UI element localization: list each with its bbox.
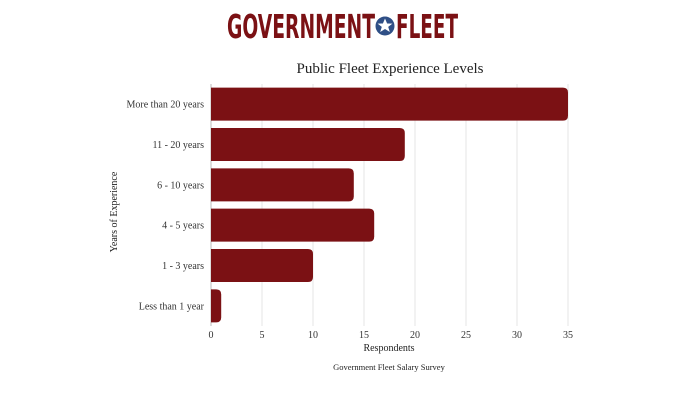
svg-text:FLEET: FLEET [396, 7, 458, 46]
x-axis-label: Respondents [363, 343, 414, 354]
x-tick-label: 35 [563, 330, 573, 341]
category-label: 1 - 3 years [162, 261, 204, 272]
x-tick-label: 30 [512, 330, 522, 341]
y-axis-label: Years of Experience [109, 171, 120, 252]
category-labels: More than 20 years 11 - 20 years 6 - 10 ye… [127, 100, 205, 313]
category-label: 4 - 5 years [162, 221, 204, 232]
grid-lines [210, 84, 569, 326]
category-label: 11 - 20 years [152, 140, 204, 151]
bar [211, 249, 313, 282]
x-tick-label: 20 [410, 330, 420, 341]
x-tick-label: 25 [461, 330, 471, 341]
x-tick-label: 15 [359, 330, 369, 341]
x-tick-label: 5 [260, 330, 265, 341]
x-tick-labels: 0 5 10 15 20 25 30 35 [209, 330, 574, 341]
category-label: More than 20 years [127, 100, 205, 111]
bar [211, 168, 354, 202]
bar [211, 289, 222, 323]
x-tick-label: 0 [209, 330, 214, 341]
chart-title: Public Fleet Experience Levels [296, 61, 483, 77]
category-label: Less than 1 year [139, 301, 205, 312]
svg-text:GOVERNMENT: GOVERNMENT [227, 7, 375, 46]
bar [211, 208, 375, 242]
bar [211, 87, 568, 121]
x-tick-label: 10 [308, 330, 318, 341]
category-label: 6 - 10 years [157, 180, 204, 191]
government-fleet-logo: GOVERNMENT FLEET [227, 7, 458, 46]
source-note: Government Fleet Salary Survey [333, 362, 445, 372]
bars [211, 87, 568, 323]
bar [211, 128, 405, 161]
